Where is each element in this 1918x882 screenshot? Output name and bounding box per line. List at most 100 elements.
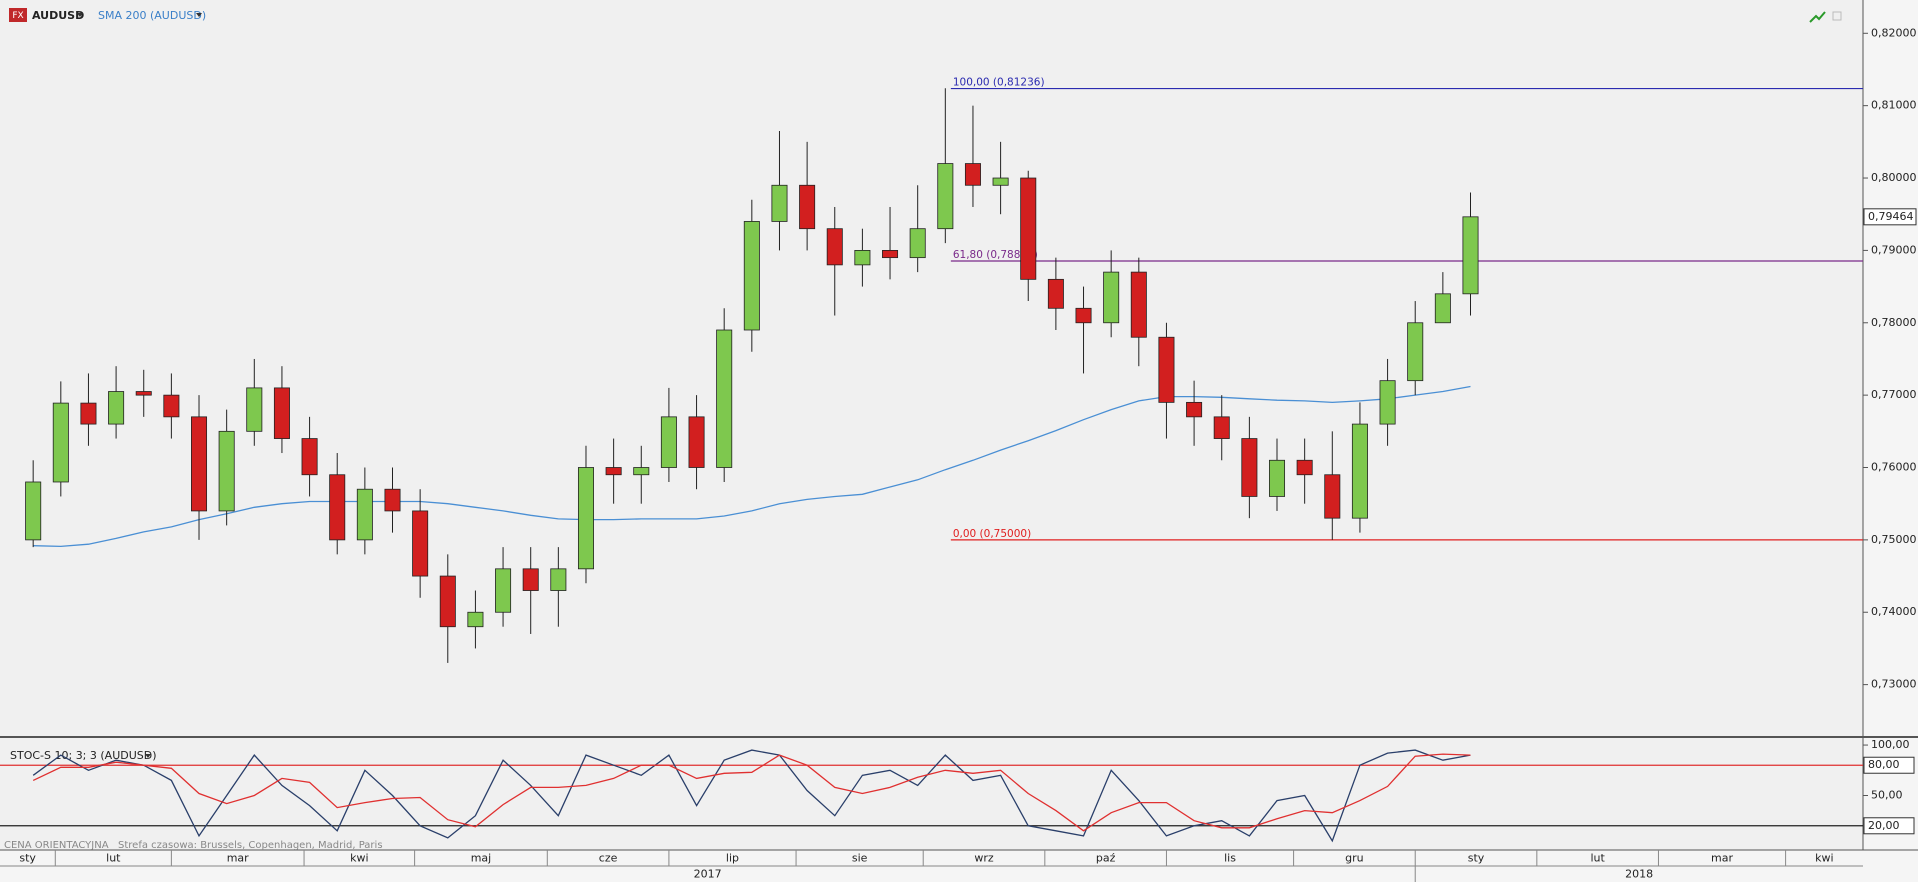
symbol-dropdown[interactable] bbox=[77, 13, 83, 17]
stoch-line bbox=[32, 753, 1471, 832]
candle-body bbox=[384, 488, 401, 512]
price-axis-bg bbox=[1863, 0, 1918, 850]
last-price-box bbox=[1863, 208, 1917, 226]
candle-body bbox=[550, 568, 567, 591]
candle-body bbox=[329, 474, 346, 541]
candle-body bbox=[246, 387, 263, 432]
month-label: sty bbox=[1468, 852, 1485, 865]
fib-label: 61,80 (0,78854) bbox=[953, 249, 1038, 261]
stoch-tick-label: 100,00 bbox=[1871, 738, 1910, 751]
indicator-label[interactable]: SMA 200 (AUDUSD) bbox=[98, 9, 206, 22]
y-tick-label: 0,80000 bbox=[1871, 171, 1917, 184]
candle-body bbox=[1130, 271, 1147, 338]
month-label: paź bbox=[1096, 852, 1116, 865]
candle-body bbox=[52, 402, 69, 483]
y-tick-label: 0,79000 bbox=[1871, 243, 1917, 256]
candle-body bbox=[1379, 380, 1396, 425]
stoch-level-box bbox=[1863, 756, 1915, 774]
candle-body bbox=[605, 467, 622, 476]
stoch-title[interactable]: STOC-S 10; 3; 3 (AUDUSD) bbox=[10, 749, 157, 762]
candle-body bbox=[826, 228, 843, 266]
trend-icon[interactable] bbox=[1809, 11, 1826, 23]
symbol[interactable]: AUDUSD bbox=[32, 9, 84, 22]
candle-body bbox=[273, 387, 290, 439]
stoch-level-box bbox=[1863, 817, 1915, 835]
fib-label: 100,00 (0,81236) bbox=[953, 77, 1045, 89]
candle-body bbox=[25, 481, 42, 541]
stoch-line bbox=[32, 749, 1471, 843]
timezone-note: Strefa czasowa: Brussels, Copenhagen, Ma… bbox=[118, 840, 383, 851]
y-tick-label: 0,82000 bbox=[1871, 26, 1917, 39]
window-icon[interactable] bbox=[1832, 11, 1842, 21]
candle-body bbox=[135, 391, 152, 396]
y-tick-label: 0,78000 bbox=[1871, 316, 1917, 329]
candle-body bbox=[356, 488, 373, 541]
fx-badge-text: FX bbox=[12, 11, 23, 21]
candle-body bbox=[1075, 307, 1092, 324]
stoch-dropdown[interactable] bbox=[145, 754, 151, 758]
month-label: wrz bbox=[974, 852, 994, 865]
candle-body bbox=[1047, 278, 1064, 309]
year-label: 2017 bbox=[694, 868, 722, 881]
candle-body bbox=[771, 184, 788, 222]
candle-body bbox=[633, 467, 650, 476]
y-tick-label: 0,74000 bbox=[1871, 605, 1917, 618]
candle-body bbox=[799, 184, 816, 230]
candle-body bbox=[688, 416, 705, 468]
candle-body bbox=[577, 467, 594, 570]
candle-body bbox=[1462, 216, 1479, 295]
candle-body bbox=[1351, 423, 1368, 519]
stoch-level-label: 80,00 bbox=[1868, 758, 1900, 771]
indicator-dropdown[interactable] bbox=[196, 13, 202, 17]
candle-body bbox=[522, 568, 539, 591]
candle-body bbox=[854, 249, 871, 266]
candle-body bbox=[909, 228, 926, 259]
candle-body bbox=[937, 163, 954, 230]
candle-body bbox=[439, 575, 456, 628]
candle-body bbox=[1269, 459, 1286, 497]
month-label: mar bbox=[1711, 852, 1733, 865]
candle-body bbox=[1434, 293, 1451, 324]
y-tick-label: 0,81000 bbox=[1871, 99, 1917, 112]
month-label: lut bbox=[106, 852, 121, 865]
candle-body bbox=[191, 416, 208, 512]
candle-body bbox=[218, 430, 235, 512]
candle-body bbox=[495, 568, 512, 613]
month-label: sty bbox=[19, 852, 36, 865]
candle-body bbox=[301, 438, 318, 476]
candle-body bbox=[1296, 459, 1313, 476]
stoch-level-label: 20,00 bbox=[1868, 819, 1900, 832]
candle-body bbox=[1103, 271, 1120, 324]
price-note: CENA ORIENTACYJNA bbox=[4, 840, 109, 851]
month-label: lis bbox=[1224, 852, 1236, 865]
candle-body bbox=[108, 391, 125, 425]
y-tick-label: 0,76000 bbox=[1871, 461, 1917, 474]
candle-body bbox=[1213, 416, 1230, 439]
candle-body bbox=[660, 416, 677, 468]
candle-body bbox=[743, 221, 760, 331]
fx-badge bbox=[9, 8, 27, 22]
month-label: kwi bbox=[1815, 852, 1833, 865]
y-tick-label: 0,73000 bbox=[1871, 678, 1917, 691]
stoch-tick-label: 50,00 bbox=[1871, 789, 1903, 802]
month-label: gru bbox=[1345, 852, 1363, 865]
month-label: lip bbox=[726, 852, 739, 865]
candle-body bbox=[1407, 322, 1424, 382]
candle-body bbox=[412, 510, 429, 577]
month-label: mar bbox=[227, 852, 249, 865]
candle-body bbox=[467, 611, 484, 628]
month-label: maj bbox=[471, 852, 492, 865]
last-price-label: 0,79464 bbox=[1868, 210, 1914, 223]
fib-label: 0,00 (0,75000) bbox=[953, 528, 1031, 540]
candle-body bbox=[1186, 401, 1203, 418]
sma-line bbox=[33, 385, 1471, 548]
candle-body bbox=[1324, 474, 1341, 519]
candle-body bbox=[80, 402, 97, 425]
candle-body bbox=[163, 394, 180, 418]
year-label: 2018 bbox=[1625, 868, 1653, 881]
month-label: sie bbox=[852, 852, 868, 865]
candle-body bbox=[1241, 438, 1258, 497]
candle-body bbox=[882, 249, 899, 259]
